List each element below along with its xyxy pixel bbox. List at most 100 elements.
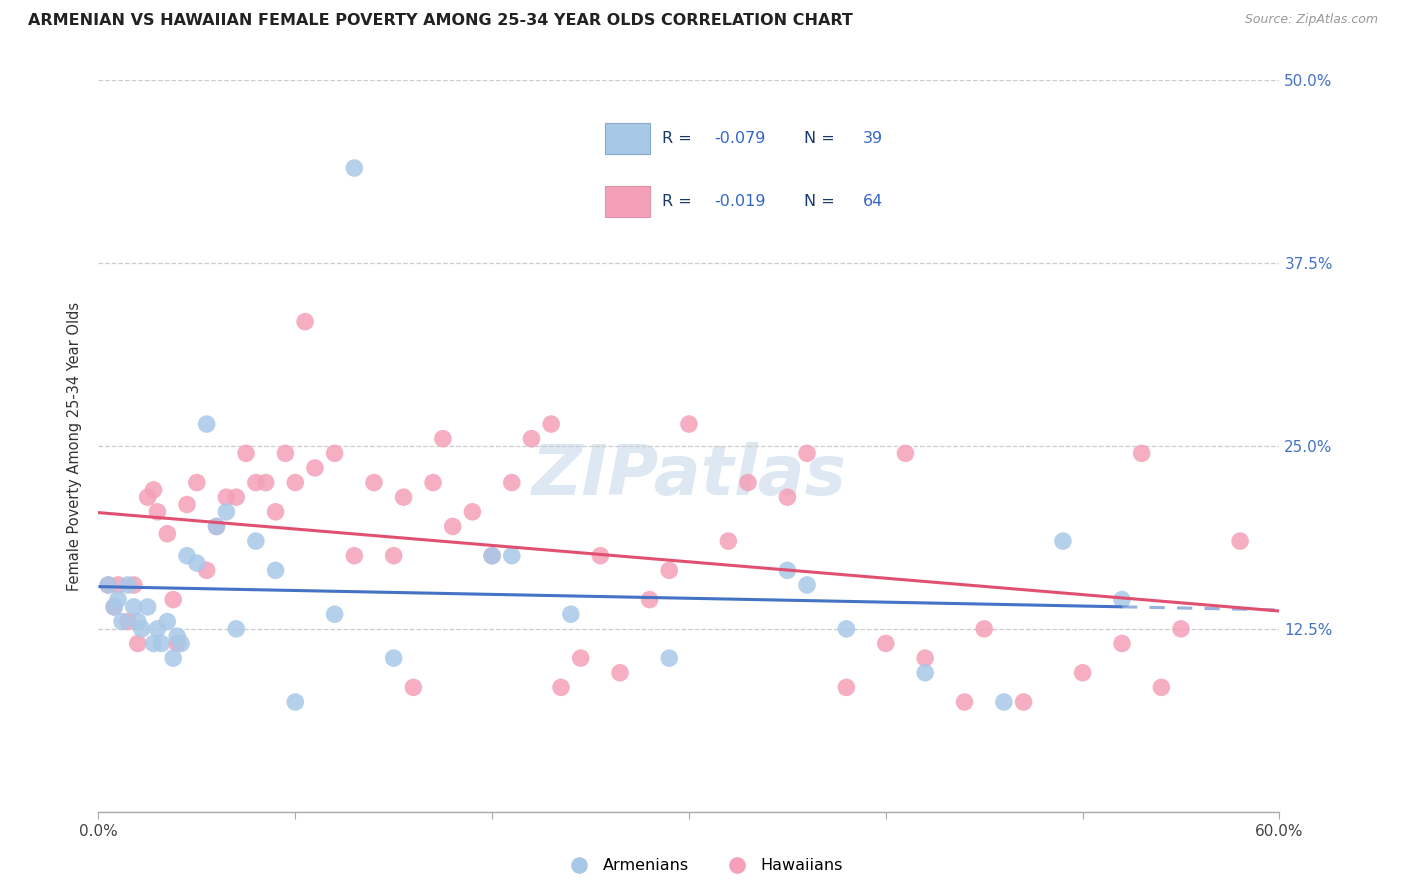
Point [294, 315, 316, 329]
Point [481, 549, 503, 563]
Point [117, 615, 139, 629]
Point [117, 578, 139, 592]
Point [264, 563, 287, 577]
Point [122, 578, 145, 592]
Point [274, 446, 297, 460]
Point [953, 695, 976, 709]
Point [1111, 592, 1133, 607]
Point [170, 636, 193, 650]
Point [107, 578, 129, 592]
Point [97, 578, 120, 592]
Point [205, 519, 228, 533]
Point [103, 599, 125, 614]
Point [284, 695, 307, 709]
Point [461, 505, 484, 519]
Point [1012, 695, 1035, 709]
Point [166, 636, 188, 650]
Point [284, 475, 307, 490]
Point [146, 622, 169, 636]
Text: ZIPatlas: ZIPatlas [531, 442, 846, 508]
Point [402, 681, 425, 695]
Point [103, 599, 125, 614]
Point [323, 607, 346, 622]
Point [432, 432, 454, 446]
Point [560, 607, 582, 622]
Point [914, 665, 936, 680]
Point [186, 556, 208, 570]
Point [166, 629, 188, 643]
Point [501, 475, 523, 490]
Point [1130, 446, 1153, 460]
Point [343, 161, 366, 175]
Point [245, 475, 267, 490]
Point [737, 475, 759, 490]
Point [156, 526, 179, 541]
Point [215, 505, 238, 519]
Point [323, 446, 346, 460]
Point [1229, 534, 1251, 549]
Point [215, 490, 238, 504]
Point [914, 651, 936, 665]
Point [225, 622, 247, 636]
Point [776, 563, 799, 577]
Point [156, 615, 179, 629]
Point [162, 592, 184, 607]
Legend: Armenians, Hawaiians: Armenians, Hawaiians [557, 852, 849, 880]
Point [304, 461, 326, 475]
Point [162, 651, 184, 665]
Point [392, 490, 415, 504]
Point [973, 622, 995, 636]
Point [835, 622, 858, 636]
Point [225, 490, 247, 504]
Point [422, 475, 444, 490]
Point [363, 475, 385, 490]
Point [540, 417, 562, 431]
Point [111, 615, 134, 629]
Point [142, 636, 165, 650]
Point [776, 490, 799, 504]
Point [835, 681, 858, 695]
Point [1111, 636, 1133, 650]
Point [609, 665, 631, 680]
Point [993, 695, 1015, 709]
Point [150, 636, 173, 650]
Point [658, 651, 681, 665]
Point [796, 446, 818, 460]
Point [131, 622, 153, 636]
Point [195, 563, 218, 577]
Text: Source: ZipAtlas.com: Source: ZipAtlas.com [1244, 13, 1378, 27]
Point [520, 432, 543, 446]
Point [638, 592, 661, 607]
Point [441, 519, 464, 533]
Point [97, 578, 120, 592]
Point [122, 599, 145, 614]
Point [176, 549, 198, 563]
Point [264, 505, 287, 519]
Point [550, 681, 572, 695]
Point [136, 490, 159, 504]
Point [127, 615, 149, 629]
Y-axis label: Female Poverty Among 25-34 Year Olds: Female Poverty Among 25-34 Year Olds [67, 301, 83, 591]
Point [481, 549, 503, 563]
Point [1052, 534, 1074, 549]
Point [146, 505, 169, 519]
Point [205, 519, 228, 533]
Point [176, 498, 198, 512]
Point [254, 475, 277, 490]
Point [142, 483, 165, 497]
Point [796, 578, 818, 592]
Text: ARMENIAN VS HAWAIIAN FEMALE POVERTY AMONG 25-34 YEAR OLDS CORRELATION CHART: ARMENIAN VS HAWAIIAN FEMALE POVERTY AMON… [28, 13, 853, 29]
Point [186, 475, 208, 490]
Point [1150, 681, 1173, 695]
Point [382, 651, 405, 665]
Point [343, 549, 366, 563]
Point [569, 651, 592, 665]
Point [589, 549, 612, 563]
Point [875, 636, 897, 650]
Point [235, 446, 257, 460]
Point [1071, 665, 1094, 680]
Point [1170, 622, 1192, 636]
Point [678, 417, 700, 431]
Point [107, 592, 129, 607]
Point [382, 549, 405, 563]
